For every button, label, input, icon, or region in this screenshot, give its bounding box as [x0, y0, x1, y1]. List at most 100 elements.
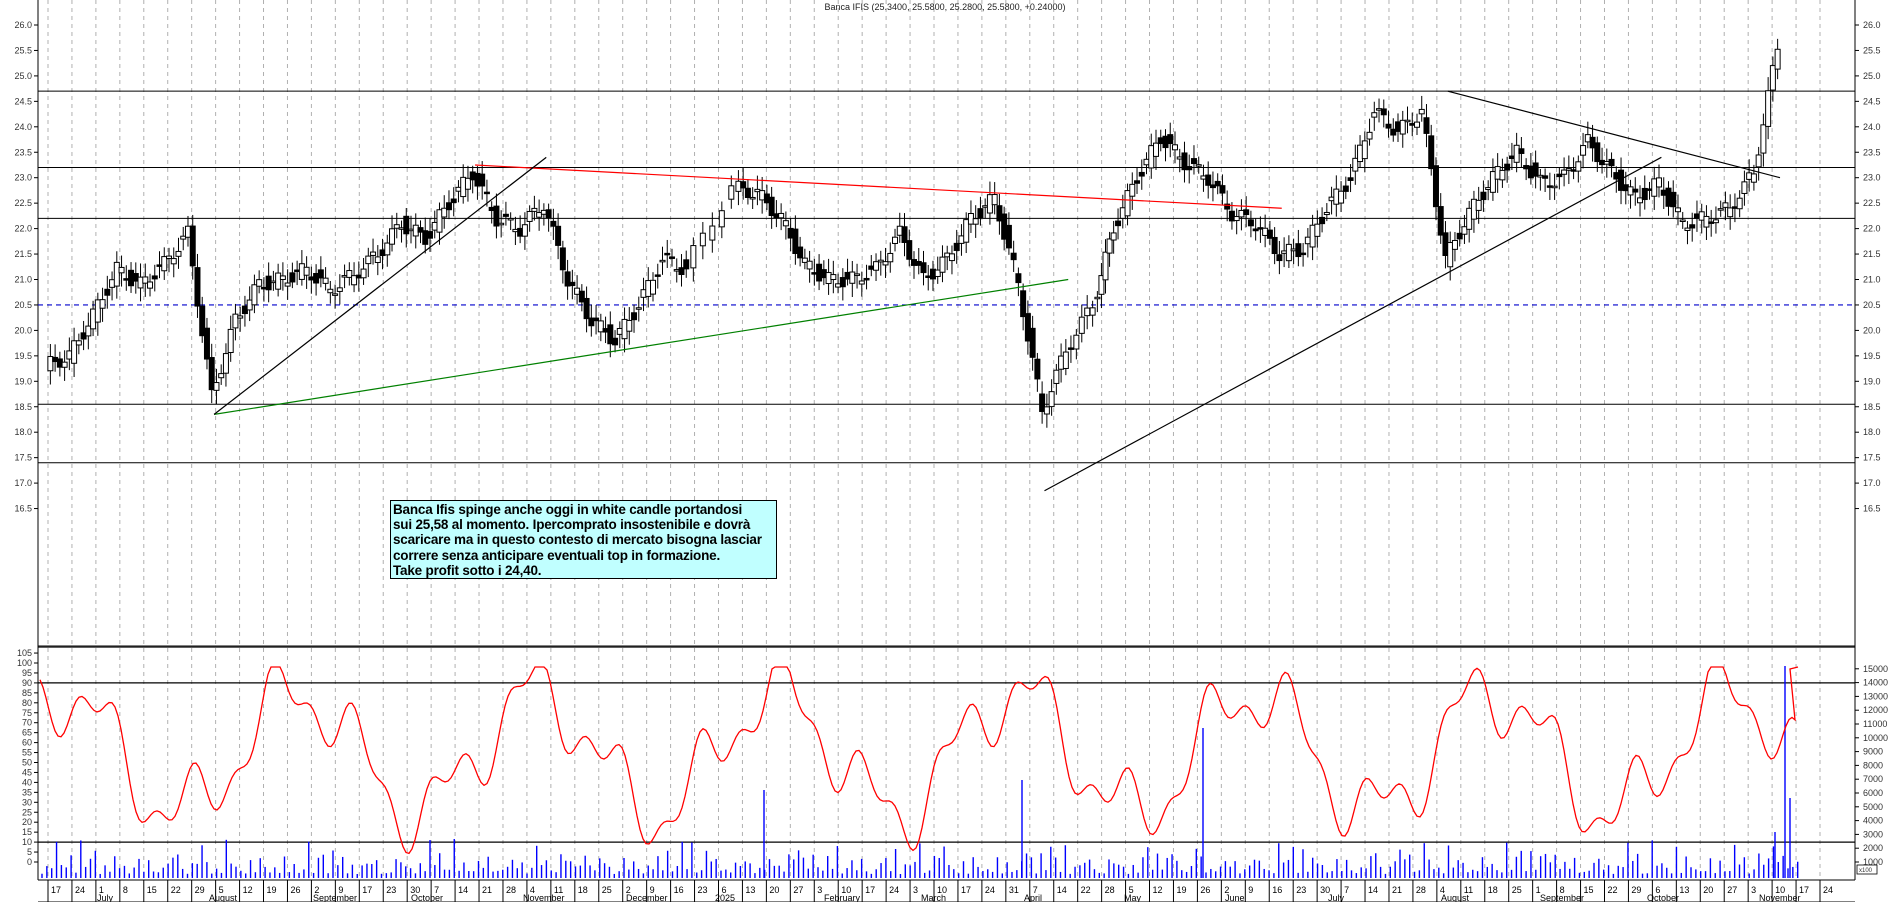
day-tick-label: 25 [602, 885, 612, 895]
candle-body [71, 340, 78, 364]
candle-body [1094, 296, 1101, 300]
candle-body [1062, 351, 1069, 369]
price-tick-label: 17.5 [14, 453, 32, 463]
candle-body [94, 299, 101, 323]
candle-body [1722, 202, 1729, 208]
month-label: 2025 [715, 893, 735, 902]
candle-body [1167, 134, 1174, 145]
price-tick-label: 23.0 [14, 173, 32, 183]
day-tick-label: 9 [338, 885, 343, 895]
day-tick-label: 15 [1584, 885, 1594, 895]
price-tick-label: 20.0 [14, 325, 32, 335]
candle-body [531, 207, 538, 212]
candle-body [906, 240, 913, 260]
price-tick-label: 18.0 [1863, 427, 1881, 437]
candle-body [858, 280, 865, 285]
day-tick-label: 19 [1176, 885, 1186, 895]
oscillator-tick-label: 45 [22, 767, 32, 777]
day-tick-label: 21 [1392, 885, 1402, 895]
month-label: November [1759, 893, 1801, 902]
candle-body [768, 196, 775, 216]
candle-body [1674, 207, 1681, 213]
candle-body [521, 224, 528, 237]
day-tick-label: 22 [1081, 885, 1091, 895]
day-tick-label: 10 [841, 885, 851, 895]
day-tick-label: 30 [410, 885, 420, 895]
oscillator-tick-label: 40 [22, 777, 32, 787]
candle-body [578, 290, 585, 303]
candle-body [1078, 316, 1085, 334]
candle-body [1266, 229, 1273, 239]
candle-body [583, 297, 590, 320]
day-tick-label: 17 [51, 885, 61, 895]
candle-body [1195, 164, 1202, 167]
candle-body [1361, 140, 1368, 160]
day-tick-label: 16 [674, 885, 684, 895]
candle-body [526, 210, 533, 222]
trendline [213, 278, 1069, 415]
candle-body [1461, 226, 1468, 235]
candle-body [1765, 90, 1772, 127]
candle-body [194, 267, 201, 307]
day-tick-label: 4 [1440, 885, 1445, 895]
candle-body [502, 213, 509, 217]
price-tick-label: 24.0 [14, 122, 32, 132]
candle-body [550, 220, 557, 227]
candle-body [650, 279, 657, 295]
candle-body [203, 327, 210, 360]
day-tick-label: 1 [1536, 885, 1541, 895]
day-tick-label: 28 [1105, 885, 1115, 895]
volume-tick-label: 8000 [1863, 760, 1883, 770]
candle-body [360, 268, 367, 279]
price-tick-label: 17.5 [1863, 453, 1881, 463]
day-tick-label: 17 [362, 885, 372, 895]
volume-tick-label: 7000 [1863, 774, 1883, 784]
candle-body [597, 320, 604, 333]
candle-body [351, 275, 358, 286]
candle-body [1456, 232, 1463, 240]
candle-body [142, 276, 149, 284]
candle-body [104, 288, 111, 296]
candle-body [892, 236, 899, 244]
candle-body [778, 212, 785, 219]
day-tick-label: 3 [817, 885, 822, 895]
day-tick-label: 22 [171, 885, 181, 895]
candle-body [1129, 183, 1136, 197]
candle-body [317, 269, 324, 279]
candle-body [668, 256, 675, 259]
candle-body [1551, 185, 1558, 189]
candle-body [99, 299, 106, 309]
day-tick-label: 28 [506, 885, 516, 895]
oscillator-tick-label: 95 [22, 668, 32, 678]
day-tick-label: 14 [1368, 885, 1378, 895]
day-tick-label: 18 [1488, 885, 1498, 895]
day-tick-label: 17 [1799, 885, 1809, 895]
candle-body [1186, 166, 1193, 171]
candle-body [977, 208, 984, 218]
candle-body [1005, 224, 1012, 249]
candle-body [699, 232, 706, 247]
day-tick-label: 28 [1416, 885, 1426, 895]
candle-body [1219, 185, 1226, 194]
candle-body [1053, 369, 1060, 384]
price-tick-label: 17.0 [1863, 478, 1881, 488]
candle-body [1029, 327, 1036, 358]
candle-body [322, 277, 329, 284]
day-tick-label: 13 [1679, 885, 1689, 895]
candle-body [607, 324, 614, 345]
candle-body [709, 225, 716, 241]
month-label: February [824, 893, 861, 902]
day-tick-label: 19 [267, 885, 277, 895]
candle-body [555, 225, 562, 246]
candle-body [1499, 169, 1506, 181]
candle-body [199, 305, 206, 337]
candle-body [1532, 162, 1539, 177]
candle-body [147, 281, 154, 289]
candle-body [118, 266, 125, 274]
candle-body [256, 279, 263, 287]
day-tick-label: 24 [889, 885, 899, 895]
candle-body [948, 253, 955, 262]
candle-body [1319, 216, 1326, 225]
day-tick-label: 27 [1727, 885, 1737, 895]
